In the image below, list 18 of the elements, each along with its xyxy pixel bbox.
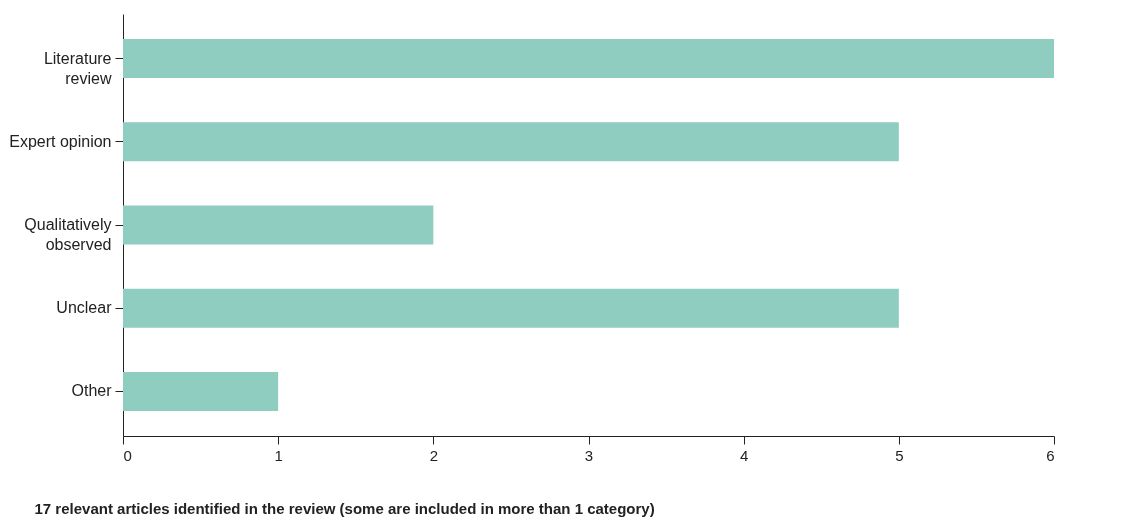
- x-axis-title: 17 relevant articles identified in the review (some are included in more than 1 category): [34, 499, 655, 517]
- bar: [123, 38, 1054, 79]
- x-tick-label: 6: [1046, 446, 1055, 464]
- x-tick-label: 5: [895, 446, 904, 464]
- x-tick-label: 3: [584, 446, 594, 464]
- x-tick-label: 0: [123, 446, 132, 464]
- y-tick-label: Unclear: [56, 299, 113, 317]
- y-tick-label: Literature review: [43, 49, 112, 87]
- bar: [123, 371, 279, 412]
- x-tick-label: 2: [429, 446, 439, 464]
- bar: [123, 288, 899, 328]
- bar: [123, 122, 899, 162]
- x-tick-label: 1: [274, 446, 283, 464]
- y-tick-label: Other: [71, 382, 113, 400]
- y-tick-label: Expert opinion: [9, 132, 112, 150]
- x-tick-label: 4: [739, 446, 749, 464]
- y-tick-label: Qualitatively observed: [24, 216, 112, 253]
- bar: [123, 205, 434, 245]
